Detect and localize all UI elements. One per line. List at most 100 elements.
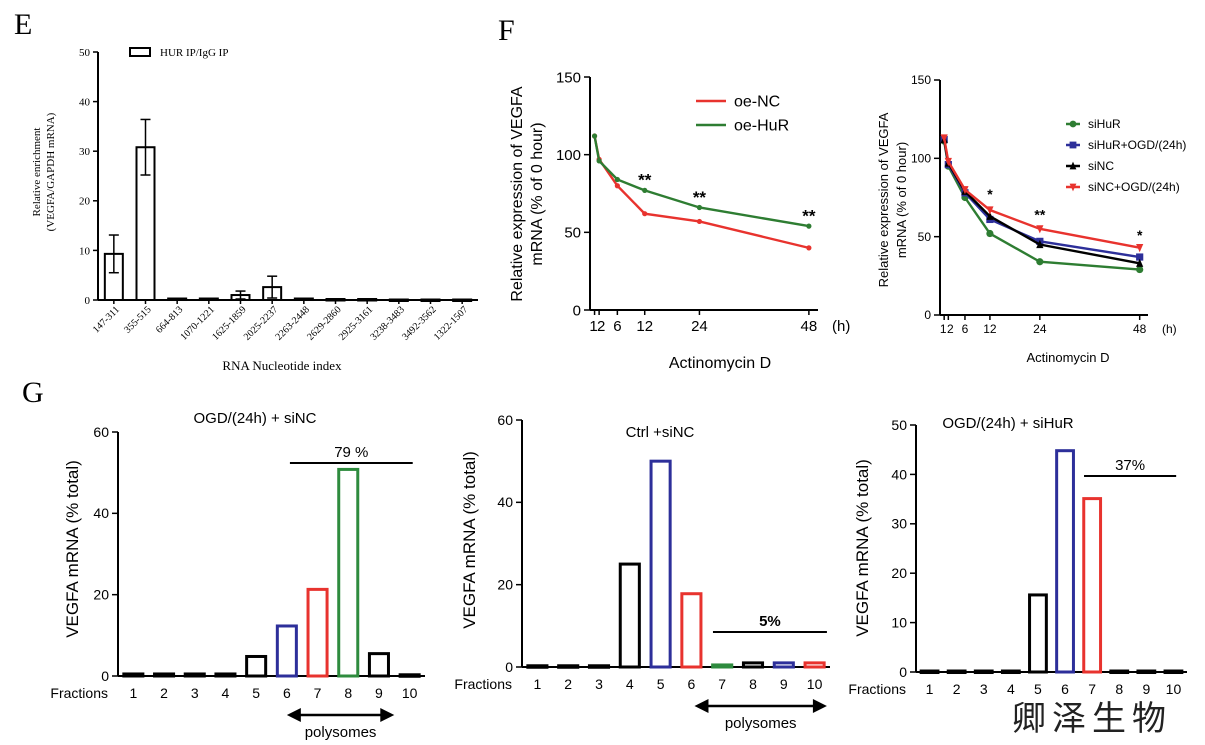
polysome-label: polysomes bbox=[305, 724, 377, 741]
x-tick-label: 1 bbox=[534, 676, 542, 692]
polysome-arrowhead-right bbox=[380, 708, 395, 722]
data-point bbox=[614, 183, 620, 189]
data-point bbox=[642, 211, 648, 217]
data-point bbox=[986, 206, 994, 215]
legend-label: HUR IP/IgG IP bbox=[160, 47, 228, 59]
y-tick-label: 0 bbox=[505, 659, 513, 675]
y-tick-label: 0 bbox=[573, 302, 581, 319]
legend-swatch bbox=[129, 47, 151, 57]
x-unit-label: (h) bbox=[832, 318, 850, 335]
x-tick-label: 664-813 bbox=[154, 304, 185, 335]
y-tick-label: 60 bbox=[497, 412, 513, 428]
x-tick-label: 9 bbox=[375, 685, 383, 701]
data-point bbox=[596, 158, 602, 164]
y-tick-label: 10 bbox=[891, 615, 907, 631]
legend-label: siHuR bbox=[1088, 117, 1121, 131]
legend-marker bbox=[1069, 141, 1077, 149]
data-bar bbox=[1136, 669, 1157, 675]
x-tick-label: 3 bbox=[191, 685, 199, 701]
x-tick-label: 48 bbox=[1133, 322, 1147, 336]
y-tick-label: 30 bbox=[79, 146, 91, 158]
bracket-label: 37% bbox=[1115, 457, 1145, 474]
x-axis-label: Actinomycin D bbox=[1026, 350, 1109, 365]
x-tick-label: 3 bbox=[980, 681, 988, 697]
data-bar bbox=[526, 664, 549, 669]
y-tick-label: 40 bbox=[93, 505, 109, 521]
x-tick-label: 8 bbox=[1115, 681, 1123, 697]
y-axis-label-line2: mRNA (% of 0 hour) bbox=[894, 142, 909, 258]
legend-label: oe-HuR bbox=[734, 118, 789, 135]
x-tick-label: 6 bbox=[283, 685, 291, 701]
x-tick-label: 6 bbox=[1061, 681, 1069, 697]
legend-label: oe-NC bbox=[734, 94, 780, 111]
x-tick-label: 12 bbox=[636, 318, 653, 335]
x-tick-label: 147-311 bbox=[91, 304, 122, 335]
x-tick-label: 2 bbox=[160, 685, 168, 701]
chart-title: Ctrl +siNC bbox=[626, 424, 695, 441]
y-tick-label: 10 bbox=[79, 245, 91, 257]
data-point bbox=[1136, 253, 1144, 261]
x-tick-label: 6 bbox=[962, 322, 969, 336]
x-tick-label: 4 bbox=[222, 685, 230, 701]
x-tick-label: 5 bbox=[1034, 681, 1042, 697]
significance-label: * bbox=[987, 186, 993, 202]
data-point bbox=[591, 133, 598, 139]
data-bar bbox=[153, 672, 176, 678]
x-tick-label: 8 bbox=[344, 685, 352, 701]
chart-f2-decay: Relative expression of VEGFA mRNA (% of … bbox=[876, 73, 1186, 365]
data-bar bbox=[1109, 669, 1130, 675]
chart-title: OGD/(24h) + siHuR bbox=[942, 415, 1073, 432]
bracket-label: 79 % bbox=[334, 444, 368, 461]
data-point bbox=[986, 229, 994, 238]
data-bar bbox=[293, 297, 314, 302]
data-point bbox=[806, 223, 812, 229]
y-axis-label-line2: mRNA (% of 0 hour) bbox=[529, 122, 546, 265]
y-tick-label: 60 bbox=[93, 424, 109, 440]
polysome-arrowhead-right bbox=[812, 699, 827, 713]
y-tick-label: 0 bbox=[924, 308, 931, 322]
significance-label: ** bbox=[1034, 206, 1045, 222]
x-tick-label: 10 bbox=[1166, 681, 1182, 697]
data-bar bbox=[680, 592, 703, 669]
legend-marker bbox=[1069, 120, 1077, 128]
data-bar bbox=[711, 663, 734, 669]
x-tick-label: 24 bbox=[1033, 322, 1047, 336]
data-bar bbox=[275, 624, 298, 678]
data-point bbox=[940, 134, 948, 143]
x-tick-label: 1 bbox=[589, 318, 597, 335]
data-point bbox=[1036, 225, 1044, 234]
data-bar bbox=[741, 661, 765, 669]
legend-label: siNC bbox=[1088, 159, 1114, 173]
y-axis-label-line1: Relative expression of VEGFA bbox=[509, 86, 526, 302]
x-tick-label: 7 bbox=[314, 685, 322, 701]
y-tick-label: 100 bbox=[556, 147, 581, 164]
y-tick-label: 150 bbox=[911, 73, 931, 87]
y-tick-label: 40 bbox=[891, 466, 907, 482]
x-tick-label: 48 bbox=[801, 318, 818, 335]
data-bar bbox=[122, 672, 145, 678]
y-tick-label: 40 bbox=[497, 494, 513, 510]
x-tick-label: 4 bbox=[626, 676, 634, 692]
x-tick-label: 4 bbox=[1007, 681, 1015, 697]
significance-label: ** bbox=[693, 188, 707, 207]
y-tick-label: 20 bbox=[891, 565, 907, 581]
x-unit-label: (h) bbox=[1162, 322, 1177, 336]
x-axis-label: RNA Nucleotide index bbox=[222, 358, 342, 373]
x-tick-label: 6 bbox=[688, 676, 696, 692]
legend-marker bbox=[1069, 161, 1077, 170]
panel-letter-e: E bbox=[14, 8, 32, 41]
x-tick-label: 9 bbox=[780, 676, 788, 692]
x-tick-label: 1 bbox=[129, 685, 137, 701]
x-tick-label: 9 bbox=[1142, 681, 1150, 697]
data-bar bbox=[772, 661, 795, 669]
y-tick-label: 0 bbox=[899, 664, 907, 680]
data-bar bbox=[1000, 669, 1021, 675]
data-bar bbox=[198, 297, 219, 302]
data-bar bbox=[618, 562, 641, 669]
x-axis-prefix: Fractions bbox=[454, 676, 512, 692]
x-tick-label: 1322-1507 bbox=[432, 304, 470, 342]
data-point bbox=[961, 186, 969, 195]
panel-letter-g: G bbox=[22, 376, 44, 409]
data-bar bbox=[919, 669, 940, 675]
